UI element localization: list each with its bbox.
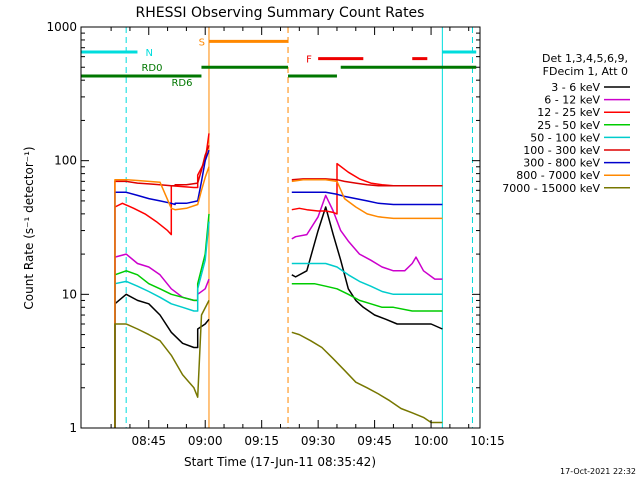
x-tick-label: 08:45 xyxy=(131,434,166,448)
x-tick-label: 09:45 xyxy=(357,434,392,448)
x-tick-label: 10:00 xyxy=(414,434,449,448)
y-axis-label: Count Rate (s⁻¹ detector⁻¹) xyxy=(22,146,36,309)
x-tick-label: 09:15 xyxy=(244,434,279,448)
legend-entry-label: 6 - 12 keV xyxy=(544,94,600,107)
y-tick-label: 10 xyxy=(62,287,77,301)
x-tick-label: 09:00 xyxy=(188,434,223,448)
series-line xyxy=(114,221,210,428)
legend-title: Det 1,3,4,5,6,9, xyxy=(542,52,628,65)
series-line xyxy=(114,300,210,428)
flag-label: N xyxy=(145,48,152,59)
series-line xyxy=(114,149,210,428)
legend-entry-label: 12 - 25 keV xyxy=(537,106,600,119)
series-line xyxy=(291,262,443,296)
legend-entry-label: 800 - 7000 keV xyxy=(516,169,600,182)
flag-label: F xyxy=(306,55,312,66)
series-line xyxy=(291,178,443,220)
legend-entry-label: 7000 - 15000 keV xyxy=(502,182,600,195)
y-tick-label: 1000 xyxy=(46,20,77,34)
series-line xyxy=(114,213,210,428)
series-line xyxy=(291,194,443,280)
series-line xyxy=(291,331,443,424)
flag-label: RD0 xyxy=(141,63,162,74)
plot-frame xyxy=(80,26,481,429)
legend-entry-label: 3 - 6 keV xyxy=(551,81,600,94)
series-line xyxy=(114,253,210,428)
footer-date: 17-Oct-2021 22:32 xyxy=(560,467,636,476)
legend-title: FDecim 1, Att 0 xyxy=(543,65,628,78)
flag-label: RD6 xyxy=(171,78,192,89)
x-tick-label: 10:15 xyxy=(470,434,505,448)
series-line xyxy=(114,293,210,428)
series-line xyxy=(114,166,210,428)
series-line xyxy=(291,206,443,330)
flag-label: S xyxy=(199,37,205,48)
series-line xyxy=(291,282,443,312)
x-axis-label: Start Time (17-Jun-11 08:35:42) xyxy=(184,455,376,469)
series-line xyxy=(291,191,443,206)
series-line xyxy=(291,162,443,215)
series-line xyxy=(114,133,210,428)
series-line xyxy=(291,178,443,187)
legend-entry-label: 300 - 800 keV xyxy=(523,157,600,170)
y-tick-label: 1 xyxy=(69,421,77,435)
legend-entry-label: 100 - 300 keV xyxy=(523,144,600,157)
chart-title: RHESSI Observing Summary Count Rates xyxy=(136,5,425,21)
series-line xyxy=(114,145,210,428)
x-tick-label: 09:30 xyxy=(301,434,336,448)
legend-entry-label: 25 - 50 keV xyxy=(537,119,600,132)
y-tick-label: 100 xyxy=(54,154,77,168)
legend-entry-label: 50 - 100 keV xyxy=(530,131,600,144)
